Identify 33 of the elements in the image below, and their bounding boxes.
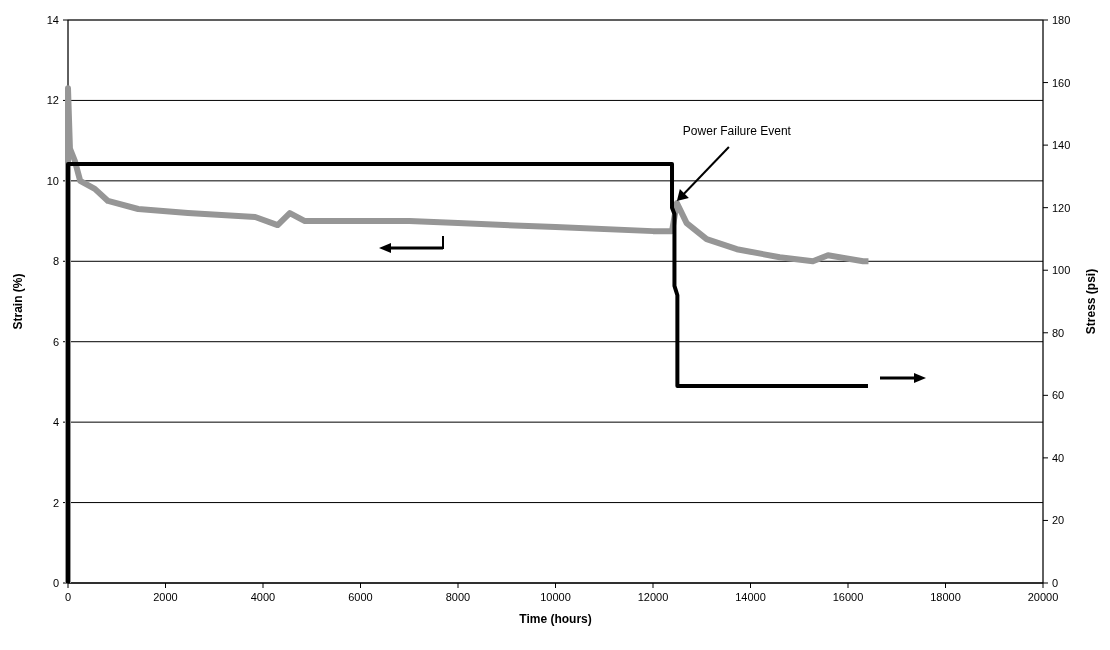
y-tick-label: 14 xyxy=(46,14,59,26)
y2-tick-label: 180 xyxy=(1052,14,1071,26)
y2-tick-label: 40 xyxy=(1052,451,1065,464)
y2-axis-title: Stress (psi) xyxy=(1084,268,1098,335)
y-tick-label: 6 xyxy=(52,335,59,348)
y-tick-label: 10 xyxy=(46,174,59,187)
x-tick-label: 14000 xyxy=(735,591,766,603)
x-tick-label: 0 xyxy=(64,591,72,603)
x-tick-label: 8000 xyxy=(445,591,471,603)
x-tick-label: 20000 xyxy=(1027,591,1059,603)
y2-tick-label: 140 xyxy=(1052,139,1071,152)
y-tick-label: 12 xyxy=(46,94,59,107)
y2-tick-label: 60 xyxy=(1052,389,1065,402)
x-tick-label: 4000 xyxy=(250,591,276,603)
y2-tick-label: 80 xyxy=(1052,326,1065,339)
y-tick-label: 2 xyxy=(52,496,59,509)
y2-tick-label: 120 xyxy=(1052,201,1071,214)
x-tick-label: 10000 xyxy=(540,591,571,603)
x-tick-label: 18000 xyxy=(930,591,961,603)
y2-tick-label: 100 xyxy=(1052,264,1071,277)
x-tick-label: 16000 xyxy=(832,591,864,603)
y-tick-label: 0 xyxy=(52,577,59,589)
y-axis-title: Strain (%) xyxy=(11,273,25,330)
x-axis-title: Time (hours) xyxy=(519,612,592,626)
y2-tick-label: 160 xyxy=(1052,76,1071,89)
y2-tick-label: 0 xyxy=(1052,577,1059,589)
annotation: Power Failure Event xyxy=(682,123,792,138)
x-tick-label: 2000 xyxy=(153,591,178,603)
x-tick-label: 12000 xyxy=(637,591,669,603)
y2-tick-label: 20 xyxy=(1052,514,1065,527)
y-tick-label: 4 xyxy=(52,416,59,429)
x-tick-label: 6000 xyxy=(348,591,373,603)
y-tick-label: 8 xyxy=(52,255,59,268)
